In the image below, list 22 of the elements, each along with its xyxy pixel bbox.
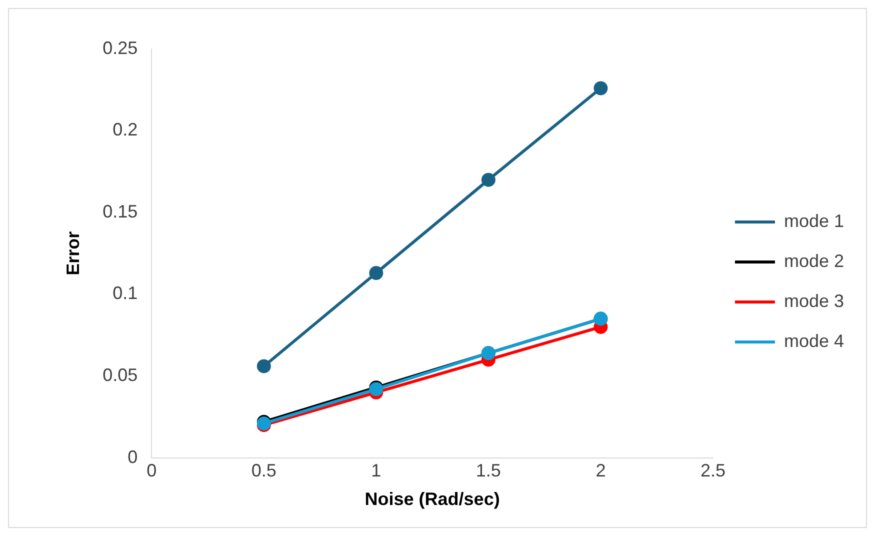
legend-label: mode 1 [784, 210, 844, 231]
y-tick-label: 0.1 [112, 283, 138, 304]
point [594, 81, 608, 96]
x-axis-title: Noise (Rad/sec) [364, 489, 500, 510]
legend-label: mode 3 [784, 290, 844, 311]
y-axis-title: Error [62, 231, 83, 276]
legend-label: mode 4 [784, 330, 844, 351]
y-tick-label: 0.15 [102, 201, 138, 222]
y-tick-label: 0.2 [112, 120, 138, 140]
point [256, 359, 271, 374]
y-tick-label: 0 [128, 446, 138, 467]
point [369, 266, 384, 280]
y-tick-label: 0.05 [102, 365, 138, 386]
point [481, 172, 496, 187]
x-tick-label: 2.5 [700, 460, 726, 481]
x-tick-label: 1.5 [476, 460, 501, 481]
x-tick-label: 0 [146, 460, 157, 481]
x-tick-label: 0.5 [251, 460, 276, 481]
x-tick-label: 1 [371, 460, 382, 481]
y-tick-label: 0.25 [102, 38, 138, 58]
x-tick-label: 2 [596, 460, 606, 481]
legend-label: mode 2 [784, 250, 844, 271]
